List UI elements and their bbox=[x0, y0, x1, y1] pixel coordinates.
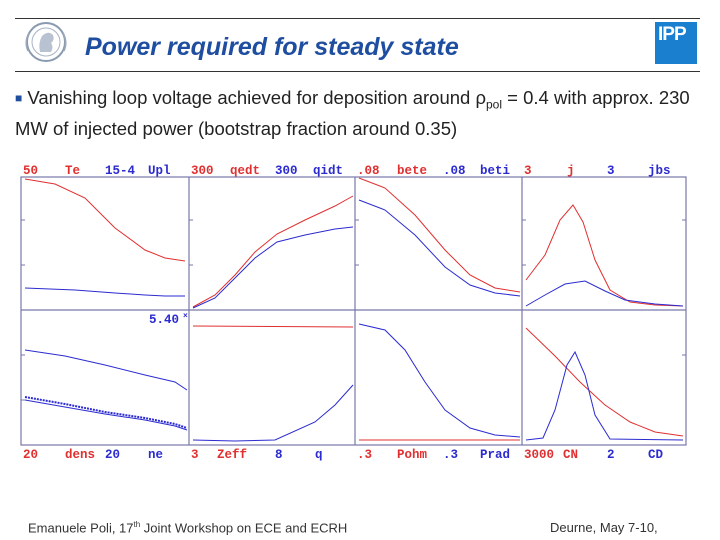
title-rule bbox=[15, 71, 700, 72]
transport-plot-grid: 50 Te 15-4 Upl 300 qedt 300 qidt .08 bet… bbox=[20, 164, 687, 462]
center-value: 5.40 bbox=[149, 313, 179, 327]
slide-title: Power required for steady state bbox=[85, 33, 459, 61]
footer-author: Emanuele Poli, 17th Joint Workshop on EC… bbox=[28, 520, 347, 535]
label-cd-scale: 2 bbox=[607, 448, 615, 462]
label-pohm-scale: .3 bbox=[357, 448, 372, 462]
label-qedt: qedt bbox=[230, 164, 260, 178]
label-ne-scale: 20 bbox=[105, 448, 120, 462]
curve-j bbox=[525, 204, 684, 307]
label-q: q bbox=[315, 448, 323, 462]
label-qidt: qidt bbox=[313, 164, 343, 178]
label-bete-scale: .08 bbox=[357, 164, 380, 178]
curve-ne bbox=[24, 396, 188, 429]
label-cd: CD bbox=[648, 448, 664, 462]
label-dens-scale: 20 bbox=[23, 448, 38, 462]
curve-jbs bbox=[525, 280, 684, 307]
curve-zeff bbox=[192, 325, 354, 328]
curve-qedt bbox=[192, 195, 354, 308]
label-jbs: jbs bbox=[648, 164, 671, 178]
label-beti: beti bbox=[480, 164, 510, 178]
ipp-logo-text: IPP bbox=[658, 24, 687, 45]
max-planck-logo bbox=[25, 22, 67, 62]
label-te: Te bbox=[65, 164, 80, 178]
bullet-text-1: Vanishing loop voltage achieved for depo… bbox=[27, 87, 486, 108]
top-rule bbox=[15, 18, 700, 19]
label-prad: Prad bbox=[480, 448, 510, 462]
footer-author-suffix: Joint Workshop on ECE and ECRH bbox=[140, 520, 348, 536]
label-ne: ne bbox=[148, 448, 163, 462]
label-zeff: Zeff bbox=[217, 448, 247, 462]
label-zeff-scale: 3 bbox=[191, 448, 199, 462]
curve-beti bbox=[358, 199, 521, 297]
curve-dens bbox=[24, 349, 188, 391]
label-q-scale: 8 bbox=[275, 448, 283, 462]
label-upl-scale: 15-4 bbox=[105, 164, 136, 178]
label-j: j bbox=[567, 164, 575, 178]
ipp-logo: IPP bbox=[655, 22, 697, 64]
curve-q bbox=[192, 384, 354, 442]
label-j-scale: 3 bbox=[524, 164, 532, 178]
label-bete: bete bbox=[397, 164, 427, 178]
curve-qidt bbox=[192, 226, 354, 309]
curve-upl bbox=[24, 287, 185, 297]
label-qidt-scale: 300 bbox=[275, 164, 298, 178]
label-cn-scale: 3000 bbox=[524, 448, 554, 462]
footer-location: Deurne, May 7-10, bbox=[550, 520, 658, 535]
label-dens: dens bbox=[65, 448, 95, 462]
label-qedt-scale: 300 bbox=[191, 164, 214, 178]
label-beti-scale: .08 bbox=[443, 164, 466, 178]
bullet-subscript: pol bbox=[486, 97, 503, 112]
label-upl: Upl bbox=[148, 164, 171, 178]
plot-frame bbox=[20, 176, 687, 446]
center-value-marker: × bbox=[183, 312, 188, 321]
bullet-text-2: = 0.4 with approx. 230 MW of injected po… bbox=[15, 87, 690, 139]
bullet-point: ■ Vanishing loop voltage achieved for de… bbox=[15, 86, 715, 140]
curve-ne-2 bbox=[24, 399, 188, 431]
label-cn: CN bbox=[563, 448, 578, 462]
label-prad-scale: .3 bbox=[443, 448, 458, 462]
label-jbs-scale: 3 bbox=[607, 164, 615, 178]
curve-te bbox=[24, 178, 186, 262]
footer-author-sup: th bbox=[133, 520, 141, 529]
curve-bete bbox=[358, 177, 521, 293]
curve-pohm bbox=[358, 323, 521, 438]
curve-cd bbox=[525, 350, 684, 441]
label-pohm: Pohm bbox=[397, 448, 428, 462]
bullet-icon: ■ bbox=[15, 91, 23, 105]
curve-cn bbox=[525, 327, 684, 437]
footer-author-prefix: Emanuele Poli, 17 bbox=[28, 520, 134, 536]
label-te-scale: 50 bbox=[23, 164, 38, 178]
